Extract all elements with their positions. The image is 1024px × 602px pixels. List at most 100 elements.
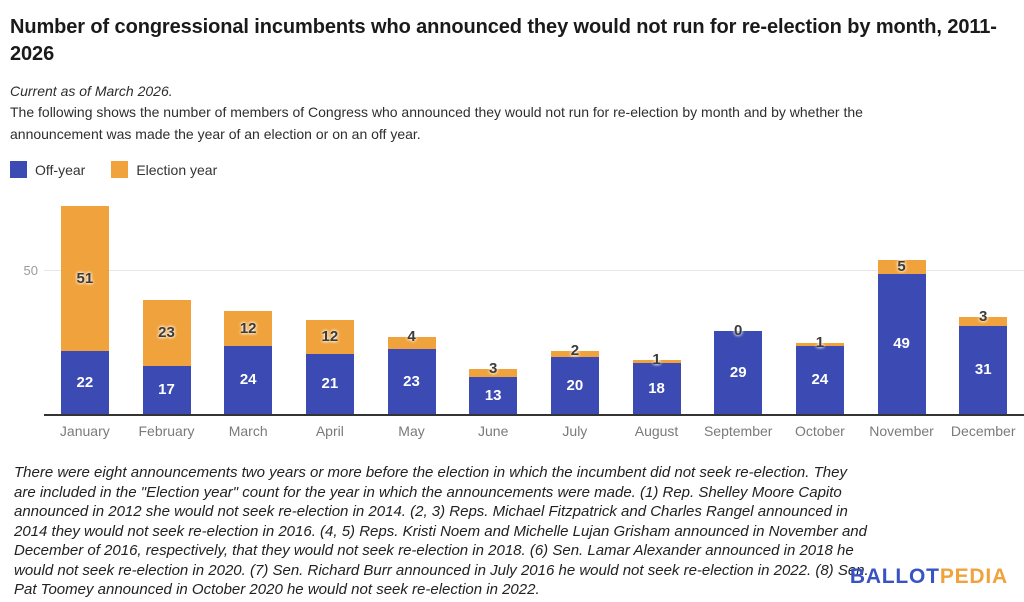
segment-off-year[interactable] bbox=[142, 365, 191, 415]
off-year-value-label: 13 bbox=[484, 386, 502, 404]
segment-election-year[interactable] bbox=[632, 360, 681, 363]
bar-may[interactable]: 23 4 bbox=[387, 328, 436, 415]
x-axis-label-october: October bbox=[794, 423, 845, 440]
legend-swatch bbox=[10, 161, 27, 179]
bar-column-december: 31 3 bbox=[942, 308, 1024, 415]
bar-column-february: 17 23 bbox=[126, 300, 208, 415]
segment-off-year[interactable] bbox=[877, 274, 926, 415]
logo-text-ballot: BALLOT bbox=[849, 565, 940, 588]
ballotpedia-logo: BALLOTPEDIA bbox=[850, 565, 1008, 589]
election-year-value-label: 2 bbox=[570, 342, 580, 360]
legend-item-election-year: Election year bbox=[111, 161, 218, 179]
segment-election-year[interactable] bbox=[142, 300, 191, 366]
bar-january[interactable]: 22 51 bbox=[60, 205, 109, 415]
bar-column-april: 21 12 bbox=[289, 320, 371, 415]
x-axis-label-july: July bbox=[562, 423, 588, 440]
y-axis-tick-50: 50 bbox=[23, 263, 38, 279]
bar-column-august: 18 1 bbox=[616, 351, 698, 415]
segment-off-year[interactable] bbox=[387, 348, 436, 415]
election-year-value-label: 1 bbox=[815, 333, 825, 351]
legend-item-off-year: Off-year bbox=[10, 161, 86, 179]
election-year-value-label: 12 bbox=[239, 319, 257, 337]
segment-election-year[interactable] bbox=[224, 311, 273, 346]
bar-june[interactable]: 13 3 bbox=[469, 360, 518, 415]
page-title: Number of congressional incumbents who a… bbox=[10, 16, 997, 65]
bar-october[interactable]: 24 1 bbox=[795, 334, 844, 415]
bars-container: 22 51 17 23 24 12 21 12 23 4 13 3 20 2 18 1 29 0 24 1 49 5 31 3 bbox=[44, 194, 1024, 415]
legend-swatch bbox=[111, 161, 129, 179]
segment-off-year[interactable] bbox=[550, 357, 599, 415]
bar-july[interactable]: 20 2 bbox=[550, 342, 599, 415]
x-axis-label-august: August bbox=[634, 423, 679, 440]
election-year-value-label: 3 bbox=[979, 308, 988, 326]
segment-off-year[interactable] bbox=[60, 351, 109, 415]
bar-september[interactable]: 29 0 bbox=[714, 322, 763, 415]
x-axis-label-september: September bbox=[703, 423, 773, 440]
segment-off-year[interactable] bbox=[795, 345, 844, 415]
segment-election-year[interactable] bbox=[60, 205, 109, 352]
election-year-value-label: 3 bbox=[489, 359, 498, 377]
off-year-value-label: 31 bbox=[974, 361, 992, 379]
segment-off-year[interactable] bbox=[305, 354, 354, 415]
footnote: There were eight announcements two years… bbox=[14, 464, 869, 599]
bar-column-july: 20 2 bbox=[534, 342, 616, 415]
bar-august[interactable]: 18 1 bbox=[632, 351, 681, 415]
segment-off-year[interactable] bbox=[632, 362, 681, 415]
segment-off-year[interactable] bbox=[224, 345, 273, 415]
segment-election-year[interactable] bbox=[795, 342, 844, 346]
election-year-value-label: 23 bbox=[158, 323, 175, 341]
bar-april[interactable]: 21 12 bbox=[305, 320, 354, 415]
segment-election-year[interactable] bbox=[387, 337, 436, 349]
bar-column-november: 49 5 bbox=[861, 258, 943, 415]
segment-off-year[interactable] bbox=[469, 377, 518, 415]
bar-column-june: 13 3 bbox=[452, 360, 534, 415]
gridline-50 bbox=[44, 270, 1024, 272]
chart-description: The following shows the number of member… bbox=[10, 104, 863, 142]
election-year-value-label: 1 bbox=[652, 351, 661, 369]
off-year-value-label: 29 bbox=[729, 363, 747, 381]
legend-label: Election year bbox=[136, 161, 218, 178]
off-year-value-label: 22 bbox=[76, 373, 94, 391]
bar-column-may: 23 4 bbox=[371, 328, 453, 415]
bar-column-october: 24 1 bbox=[779, 334, 861, 415]
bar-column-september: 29 0 bbox=[697, 322, 779, 415]
chart-subtitle: Current as of March 2026. bbox=[10, 83, 173, 99]
election-year-value-label: 12 bbox=[321, 328, 339, 346]
off-year-value-label: 24 bbox=[811, 371, 829, 389]
off-year-value-label: 17 bbox=[158, 381, 175, 399]
segment-election-year[interactable] bbox=[469, 368, 518, 378]
legend-label: Off-year bbox=[35, 161, 86, 178]
segment-election-year[interactable] bbox=[305, 320, 354, 355]
off-year-value-label: 20 bbox=[566, 376, 584, 394]
bar-column-march: 24 12 bbox=[207, 311, 289, 415]
x-axis-label-december: December bbox=[950, 423, 1016, 440]
election-year-value-label: 51 bbox=[76, 269, 94, 287]
x-axis-label-november: November bbox=[869, 423, 934, 440]
off-year-value-label: 21 bbox=[321, 375, 339, 393]
segment-election-year[interactable] bbox=[550, 351, 599, 358]
off-year-value-label: 24 bbox=[239, 371, 257, 389]
bar-november[interactable]: 49 5 bbox=[877, 258, 926, 415]
segment-off-year[interactable] bbox=[959, 325, 1008, 415]
election-year-value-label: 4 bbox=[407, 328, 416, 346]
segment-off-year[interactable] bbox=[714, 331, 763, 415]
off-year-value-label: 18 bbox=[648, 379, 665, 397]
chart-legend: Off-year Election year bbox=[10, 161, 1014, 179]
bar-february[interactable]: 17 23 bbox=[142, 300, 191, 415]
bar-december[interactable]: 31 3 bbox=[959, 308, 1008, 415]
off-year-value-label: 49 bbox=[893, 335, 910, 353]
off-year-value-label: 23 bbox=[403, 372, 420, 390]
x-axis-label-january: January bbox=[59, 423, 110, 440]
segment-election-year[interactable] bbox=[877, 259, 926, 275]
x-axis-label-february: February bbox=[138, 423, 195, 440]
chart-plot-area: 50 22 51 17 23 24 12 21 12 23 4 13 3 20 2 18 1 29 0 24 1 49 5… bbox=[24, 194, 1024, 417]
x-axis-labels: January February March April May June July Augu… bbox=[44, 423, 1024, 439]
election-year-value-label: 5 bbox=[897, 258, 906, 276]
x-axis-label-may: May bbox=[398, 423, 425, 440]
logo-text-pedia: PEDIA bbox=[939, 565, 1008, 588]
x-axis-label-april: April bbox=[315, 423, 344, 440]
bar-column-january: 22 51 bbox=[44, 205, 126, 415]
segment-election-year[interactable] bbox=[959, 317, 1008, 326]
bar-march[interactable]: 24 12 bbox=[224, 311, 273, 415]
